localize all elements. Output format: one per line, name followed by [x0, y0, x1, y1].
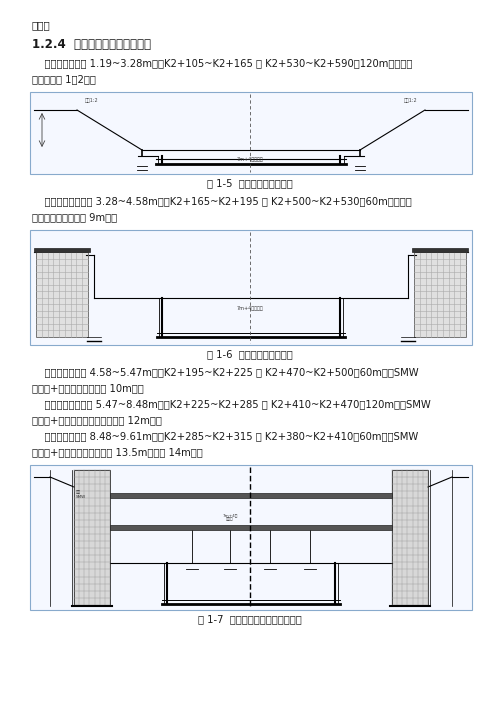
Text: 区段一（基坑深 1.19~3.28m）：K2+105~K2+165 和 K2+530~K2+590（120m）（放坡: 区段一（基坑深 1.19~3.28m）：K2+105~K2+165 和 K2+5…: [32, 58, 412, 68]
Text: 开挖，坡率 1：2）。: 开挖，坡率 1：2）。: [32, 74, 96, 84]
Text: 放坡1:2: 放坡1:2: [404, 98, 417, 103]
Text: 放坡1:2: 放坡1:2: [85, 98, 98, 103]
Bar: [30, 230, 472, 345]
Text: 三区
SMW: 三区 SMW: [76, 490, 86, 498]
Bar: [110, 525, 392, 530]
Text: 工程。: 工程。: [32, 20, 51, 30]
Bar: [34, 248, 90, 252]
Text: 区段五（基坑深 8.48~9.61m）：K2+285~K2+315 和 K2+380~K2+410（60m）（SMW: 区段五（基坑深 8.48~9.61m）：K2+285~K2+315 和 K2+3…: [32, 431, 418, 441]
Text: 区段二（基坑深约 3.28~4.58m）：K2+165~K2+195 和 K2+500~K2+530（60m）（水泥: 区段二（基坑深约 3.28~4.58m）：K2+165~K2+195 和 K2+…: [32, 196, 412, 206]
Text: 图 1-7  三区、四区围护结构剖面图: 图 1-7 三区、四区围护结构剖面图: [198, 614, 302, 624]
Text: 7m+4孔结构物: 7m+4孔结构物: [236, 306, 264, 311]
Text: 土重力式挡墙，墙深 9m）。: 土重力式挡墙，墙深 9m）。: [32, 212, 117, 222]
Text: 工法桩+一道内支撑，桩深 10m）。: 工法桩+一道内支撑，桩深 10m）。: [32, 383, 144, 393]
Text: 区段四（基坑深约 5.47~8.48m）：K2+225~K2+285 和 K2+410~K2+470（120m）（SMW: 区段四（基坑深约 5.47~8.48m）：K2+225~K2+285 和 K2+…: [32, 399, 431, 409]
Text: 工法桩+两道内支撑，型钢长 13.5m，桩深 14m）。: 工法桩+两道内支撑，型钢长 13.5m，桩深 14m）。: [32, 447, 203, 457]
Text: 图 1-6  二区围护结构剖面图: 图 1-6 二区围护结构剖面图: [207, 349, 293, 359]
Text: 7m+4孔
结构物: 7m+4孔 结构物: [222, 513, 238, 522]
Text: 7m+4孔结构物: 7m+4孔结构物: [236, 157, 264, 163]
Bar: [36, 252, 88, 337]
Bar: [110, 493, 392, 498]
Bar: [74, 470, 110, 605]
Text: 图 1-5  一区围护结构剖面图: 图 1-5 一区围护结构剖面图: [207, 178, 293, 188]
Bar: [30, 92, 472, 174]
Text: 区段三（基坑深 4.58~5.47m）：K2+195~K2+225 和 K2+470~K2+500（60m）（SMW: 区段三（基坑深 4.58~5.47m）：K2+195~K2+225 和 K2+4…: [32, 367, 418, 377]
Text: 1.2.4  围护结构分区及结构型式: 1.2.4 围护结构分区及结构型式: [32, 38, 151, 51]
Bar: [412, 248, 468, 252]
Text: 工法桩+一（两）道内支撑，桩深 12m）。: 工法桩+一（两）道内支撑，桩深 12m）。: [32, 415, 162, 425]
Bar: [30, 465, 472, 610]
Bar: [414, 252, 466, 337]
Bar: [392, 470, 428, 605]
